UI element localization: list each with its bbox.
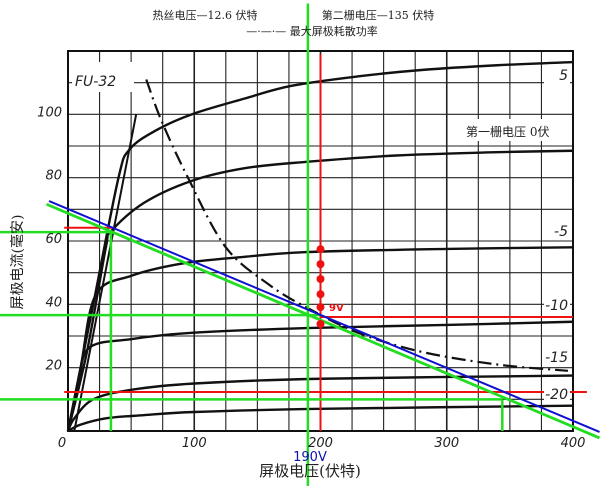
red-dot [316, 319, 325, 328]
tube-label-bg [72, 62, 134, 92]
grid1-caption-bg [462, 119, 570, 141]
title-filament-voltage: 热丝电压—12.6 伏特 [153, 8, 258, 22]
curve-eg1--5 [66, 246, 574, 432]
curve-label-bg [544, 222, 570, 240]
grid1-caption: 第一栅电压 0伏 [466, 124, 549, 139]
knee-line [73, 114, 138, 432]
curve-eg1--15 [66, 374, 574, 432]
red-dot [316, 275, 325, 283]
y-tick-labels: 20 40 60 80 100 [37, 105, 62, 373]
y-tick-label: 100 [37, 105, 62, 120]
red-dot [316, 260, 325, 269]
curve-eg1-0 [66, 149, 574, 432]
label-190v: 190V [293, 450, 327, 465]
annotations [0, 3, 600, 486]
red-dot [316, 303, 325, 312]
curve-label-bg [544, 296, 570, 314]
curve-eg1-5 [66, 60, 574, 432]
x-tick-label: 100 [182, 436, 207, 451]
curve-eg1--10 [66, 320, 574, 432]
red-dot [316, 290, 325, 299]
y-tick-label: 20 [45, 359, 62, 374]
x-tick-label: 400 [561, 436, 586, 451]
curve-label--5: -5 [554, 224, 568, 240]
curve-label-bg [544, 348, 570, 366]
y-axis-label: 屏极电流(毫安) [9, 215, 26, 310]
curve-label-bg [544, 385, 570, 403]
curve-label--10: -10 [545, 298, 568, 314]
legend-max-dissipation: —·—·— 最大屏极耗散功率 [246, 24, 378, 38]
x-tick-label: 300 [434, 436, 459, 451]
curve-labels: 5 -5 -10 -15 -20 [544, 66, 570, 403]
tube-label: FU-32 [75, 74, 116, 90]
curve-eg1--20 [67, 404, 574, 433]
y-tick-label: 60 [45, 232, 62, 247]
x-tick-label: 200 [308, 436, 333, 451]
y-tick-label: 40 [45, 295, 62, 310]
max-dissipation-curve [145, 79, 569, 372]
curve-label-5: 5 [559, 68, 568, 84]
curve-label-bg [544, 66, 570, 84]
x-axis-label: 屏极电压(伏特) [259, 462, 361, 480]
blue-load-line [48, 200, 600, 433]
curve-label--15: -15 [545, 350, 568, 366]
x-tick-label: 0 [58, 436, 66, 451]
plate-curves [66, 60, 574, 433]
title-screen-voltage: 第二栅电压—135 伏特 [322, 8, 435, 22]
y-tick-label: 80 [45, 169, 62, 184]
label-9v: 9V [329, 303, 344, 314]
red-dot [316, 245, 325, 254]
x-tick-labels: 0 100 200 300 400 [58, 436, 586, 451]
curve-label--20: -20 [545, 387, 568, 403]
